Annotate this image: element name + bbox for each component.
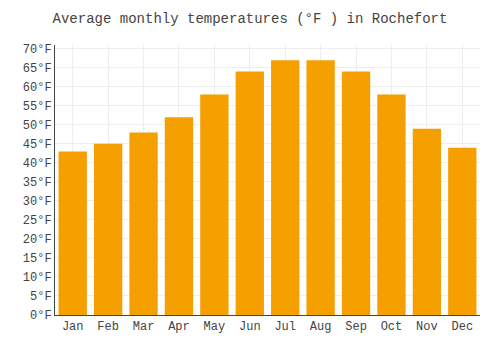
svg-text:Aug: Aug xyxy=(310,320,332,334)
svg-text:35°F: 35°F xyxy=(23,176,52,190)
svg-text:30°F: 30°F xyxy=(23,195,52,209)
svg-text:Oct: Oct xyxy=(381,320,403,334)
svg-text:Jan: Jan xyxy=(62,320,84,334)
svg-text:Jun: Jun xyxy=(239,320,261,334)
svg-text:Jul: Jul xyxy=(274,320,296,334)
svg-text:5°F: 5°F xyxy=(30,290,52,304)
svg-text:65°F: 65°F xyxy=(23,62,52,76)
svg-text:20°F: 20°F xyxy=(23,233,52,247)
svg-text:40°F: 40°F xyxy=(23,157,52,171)
svg-text:Nov: Nov xyxy=(416,320,438,334)
svg-text:Feb: Feb xyxy=(97,320,119,334)
svg-text:50°F: 50°F xyxy=(23,119,52,133)
svg-text:Average monthly temperatures (: Average monthly temperatures (°F ) in Ro… xyxy=(53,11,448,27)
svg-text:70°F: 70°F xyxy=(23,43,52,57)
svg-text:55°F: 55°F xyxy=(23,100,52,114)
svg-text:Dec: Dec xyxy=(451,320,473,334)
svg-text:May: May xyxy=(204,320,226,334)
svg-text:15°F: 15°F xyxy=(23,252,52,266)
svg-text:Sep: Sep xyxy=(345,320,367,334)
svg-text:Apr: Apr xyxy=(168,320,190,334)
svg-text:10°F: 10°F xyxy=(23,271,52,285)
svg-text:60°F: 60°F xyxy=(23,81,52,95)
svg-text:Mar: Mar xyxy=(133,320,155,334)
svg-text:45°F: 45°F xyxy=(23,138,52,152)
svg-text:0°F: 0°F xyxy=(30,309,52,323)
svg-text:25°F: 25°F xyxy=(23,214,52,228)
